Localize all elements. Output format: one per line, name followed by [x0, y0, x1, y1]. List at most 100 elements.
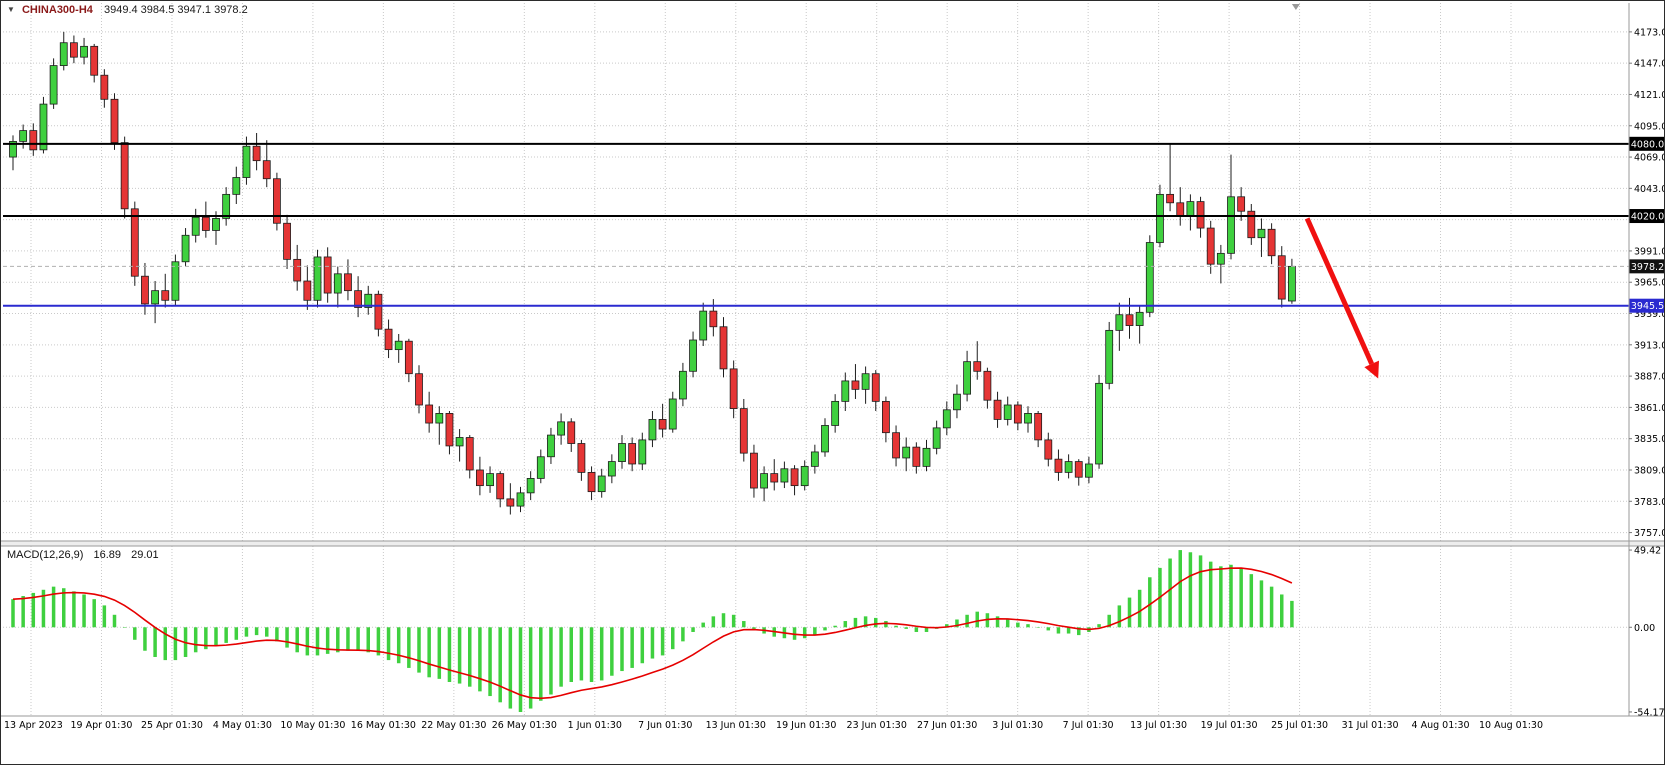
candle	[1064, 461, 1073, 473]
candle	[1176, 202, 1185, 217]
candle	[1166, 193, 1174, 204]
candle	[922, 447, 931, 467]
candle	[953, 393, 961, 411]
symbol-name: CHINA300-H4	[21, 4, 93, 16]
svg-text:23 Jun 01:30: 23 Jun 01:30	[847, 720, 907, 731]
candle	[475, 469, 484, 487]
candle	[1034, 413, 1043, 441]
candle	[191, 216, 200, 236]
candle	[526, 478, 535, 494]
candle	[709, 310, 718, 328]
svg-text:26 May 01:30: 26 May 01:30	[492, 720, 557, 731]
candle	[557, 421, 565, 436]
svg-text:13 Apr 2023: 13 Apr 2023	[4, 720, 63, 731]
candle	[262, 160, 271, 180]
candle	[486, 473, 494, 487]
candle	[973, 361, 982, 372]
candle	[1125, 314, 1134, 326]
candle	[465, 437, 474, 471]
candle	[739, 408, 748, 454]
svg-text:4043.0: 4043.0	[1634, 184, 1665, 195]
candle	[810, 451, 819, 467]
candle	[232, 177, 241, 195]
ohlc-values: 3949.4 3984.5 3947.1 3978.2	[103, 4, 248, 16]
candle	[618, 443, 626, 462]
macd-main-value: 16.89	[93, 549, 122, 561]
svg-text:4095.0: 4095.0	[1634, 121, 1665, 132]
candle	[1288, 265, 1296, 302]
svg-text:19 Jul 01:30: 19 Jul 01:30	[1201, 720, 1258, 731]
svg-text:1 Jun 01:30: 1 Jun 01:30	[568, 720, 622, 731]
candle	[171, 261, 180, 301]
candle	[1003, 404, 1012, 420]
candle	[1044, 439, 1053, 460]
svg-text:3991.0: 3991.0	[1634, 246, 1665, 257]
candle	[902, 446, 911, 459]
candle	[151, 290, 160, 305]
candle	[577, 443, 586, 473]
svg-text:3 Jul 01:30: 3 Jul 01:30	[992, 720, 1043, 731]
candle	[648, 419, 657, 441]
candle	[1277, 255, 1286, 300]
candle	[760, 473, 768, 489]
candle	[1206, 227, 1215, 265]
candle	[587, 471, 596, 493]
svg-text:13 Jul 01:30: 13 Jul 01:30	[1130, 720, 1187, 731]
candle	[141, 275, 149, 305]
candle	[39, 103, 48, 151]
candle	[130, 208, 139, 277]
svg-text:10 May 01:30: 10 May 01:30	[280, 720, 345, 731]
svg-text:16 May 01:30: 16 May 01:30	[351, 720, 416, 731]
candle	[1105, 329, 1114, 384]
candle	[831, 400, 840, 426]
candle	[293, 258, 302, 282]
candle	[1196, 201, 1205, 229]
candlestick-series	[9, 31, 1296, 515]
candle	[1085, 463, 1093, 478]
svg-text:31 Jul 01:30: 31 Jul 01:30	[1342, 720, 1399, 731]
candle	[1024, 413, 1032, 424]
trend-arrow[interactable]	[1304, 217, 1379, 379]
svg-text:27 Jun 01:30: 27 Jun 01:30	[917, 720, 977, 731]
candle	[283, 222, 291, 260]
candle	[1135, 311, 1144, 326]
candle	[1216, 252, 1225, 265]
svg-text:4020.0: 4020.0	[1631, 212, 1664, 223]
candle	[750, 452, 758, 489]
candle	[80, 45, 88, 58]
candle	[993, 399, 1002, 420]
macd-indicator-label: MACD(12,26,9) 16.89 29.01	[7, 549, 166, 561]
time-axis[interactable]: 13 Apr 2023 19 Apr 01:30 25 Apr 01:30 4 May…	[4, 720, 1543, 731]
svg-text:3965.0: 3965.0	[1634, 278, 1665, 289]
candle	[1013, 404, 1022, 424]
svg-text:13 Jun 01:30: 13 Jun 01:30	[706, 720, 766, 731]
macd-signal-value: 29.01	[131, 549, 159, 561]
candle	[932, 427, 941, 449]
svg-text:4069.0: 4069.0	[1634, 153, 1665, 164]
candle	[1186, 201, 1195, 217]
candle	[19, 130, 28, 142]
candle	[1145, 242, 1154, 313]
grid-lines	[3, 3, 1629, 716]
macd-name: MACD(12,26,9)	[7, 549, 84, 561]
symbol-dropdown-icon[interactable]: ▼	[7, 5, 15, 14]
pane-separator[interactable]	[1, 541, 1665, 546]
svg-text:3978.2: 3978.2	[1631, 262, 1664, 273]
svg-text:7 Jul 01:30: 7 Jul 01:30	[1063, 720, 1114, 731]
candle	[1054, 458, 1063, 473]
candle	[404, 340, 413, 375]
price-scale[interactable]: 4173.04147.04121.04095.04069.04043.04017…	[1629, 27, 1665, 718]
chart-shift-marker-icon	[1291, 4, 1300, 10]
candle	[821, 425, 829, 453]
candle	[1257, 228, 1266, 239]
svg-text:22 May 01:30: 22 May 01:30	[421, 720, 486, 731]
svg-text:-54.17: -54.17	[1634, 707, 1665, 718]
candle	[892, 432, 900, 459]
candle	[110, 98, 119, 144]
price-badge-3945.5	[1629, 298, 1664, 313]
svg-text:19 Apr 01:30: 19 Apr 01:30	[70, 720, 132, 731]
candle	[394, 340, 403, 351]
candle	[841, 380, 850, 402]
